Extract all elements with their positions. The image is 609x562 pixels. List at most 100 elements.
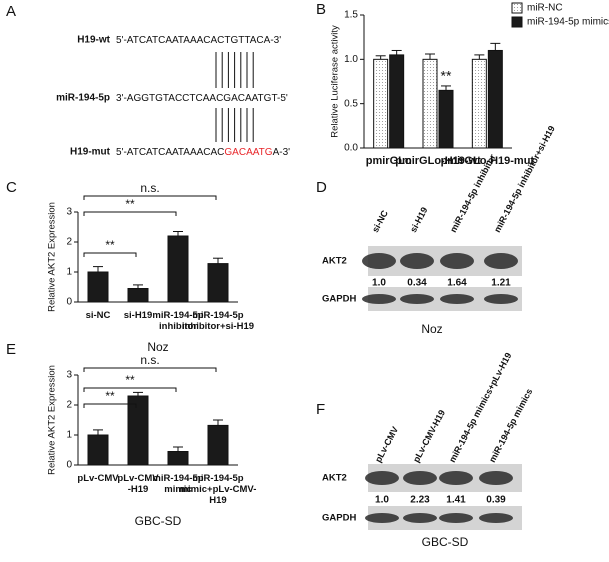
legend-label: miR-NC xyxy=(527,3,563,14)
bar xyxy=(438,89,454,149)
x-tick-line: -H19 xyxy=(128,484,149,495)
error-bar xyxy=(490,42,501,51)
row-label: AKT2 xyxy=(322,473,347,484)
comparison-bracket xyxy=(83,403,137,408)
significance-label: ** xyxy=(125,197,135,211)
blot-caption: Noz xyxy=(421,322,442,336)
blot-band xyxy=(403,513,437,523)
sequence-segment: 5'-ATCATCAATAAACAC xyxy=(116,147,224,158)
error-bar xyxy=(213,257,223,264)
error-bar xyxy=(375,55,386,60)
blot-band xyxy=(362,253,396,269)
error-bar xyxy=(93,266,103,272)
x-tick-line: mimic+pLv-CMV- xyxy=(180,484,257,495)
x-tick-line: inhibitor+si-H19 xyxy=(182,321,254,332)
error-bar xyxy=(173,446,183,452)
blot-band xyxy=(403,471,437,485)
sequence-segment: A-3' xyxy=(273,147,291,158)
panel-label: A xyxy=(6,3,16,20)
lane-label: pLv-CMV-H19 xyxy=(411,408,447,464)
significance-label: ** xyxy=(125,373,135,387)
comparison-bracket xyxy=(83,387,177,392)
y-tick-label: 3 xyxy=(66,370,72,381)
sequence-name: miR-194-5p xyxy=(56,93,110,104)
error-bar xyxy=(391,49,402,55)
ratio-label: 0.34 xyxy=(407,278,427,289)
x-tick-line: H19 xyxy=(209,495,226,506)
lane-label: si-H19 xyxy=(408,206,430,235)
sequence-segment: GACAATG xyxy=(224,147,272,158)
row-label: AKT2 xyxy=(322,256,347,267)
error-bar xyxy=(474,54,485,60)
blot-band xyxy=(400,253,434,269)
y-tick-label: 0 xyxy=(66,297,72,308)
legend-swatch xyxy=(511,16,523,28)
ratio-label: 2.23 xyxy=(410,495,430,506)
lane-label: pLv-CMV xyxy=(373,425,400,464)
comparison-bracket xyxy=(83,195,217,200)
row-label: GAPDH xyxy=(322,513,356,524)
panel-label: B xyxy=(316,1,326,18)
ratio-label: 1.41 xyxy=(446,495,466,506)
legend-label: miR-194-5p mimics xyxy=(527,17,609,28)
lane-label: miR-194-5p mimics xyxy=(487,387,534,464)
bar xyxy=(422,58,438,149)
sequence: 5'-ATCATCAATAAACACGACAATGA-3' xyxy=(116,147,290,158)
significance-label: ** xyxy=(441,68,452,84)
y-axis-label: Relative AKT2 Expression xyxy=(47,202,58,312)
sequence-segment: 3'-AGGTGTACCTCAACGACAATGT-5' xyxy=(116,93,288,104)
x-tick-line: si-NC xyxy=(86,310,111,321)
x-tick-label: miR-194-5p inhibitor+si-H19 xyxy=(182,310,254,332)
x-tick-label: miR-194-5p inhibitor xyxy=(152,310,203,332)
bar xyxy=(207,263,229,303)
sequence-segment: 5'-ATCATCAATAAACACTGTTACA-3' xyxy=(116,35,281,46)
error-bar xyxy=(173,231,183,236)
significance-label: n.s. xyxy=(140,353,159,367)
error-bar xyxy=(133,284,143,289)
sequence: 3'-AGGTGTACCTCAACGACAATGT-5' xyxy=(116,93,288,104)
x-tick-line: inhibitor xyxy=(159,321,197,332)
x-tick-label: si-NC xyxy=(86,310,111,321)
blot-band xyxy=(400,294,434,304)
x-tick-line: miR-194-5p xyxy=(192,310,243,321)
blot-band xyxy=(439,471,473,485)
x-tick-label: pLv-CMV xyxy=(77,473,119,484)
y-axis-label: Relative AKT2 Expression xyxy=(47,365,58,475)
x-tick-label: miR-194-5p mimic xyxy=(152,473,203,495)
ratio-label: 1.21 xyxy=(491,278,511,289)
error-bar xyxy=(213,419,223,426)
error-bar xyxy=(93,429,103,435)
bar xyxy=(167,451,189,466)
sequence: 5'-ATCATCAATAAACACTGTTACA-3' xyxy=(116,35,281,46)
legend-swatch xyxy=(511,2,523,14)
chart-subtitle: Noz xyxy=(147,340,168,354)
blot-band xyxy=(484,294,518,304)
y-tick-label: 0.0 xyxy=(344,143,358,154)
blot-band xyxy=(440,294,474,304)
y-tick-label: 1 xyxy=(66,430,72,441)
x-tick-label: pmirGLo xyxy=(366,155,412,167)
x-tick-line: pLv-CMV xyxy=(77,473,119,484)
x-tick-line: miR-194-5p xyxy=(152,310,203,321)
blot-band xyxy=(439,513,473,523)
error-bar xyxy=(133,391,143,396)
y-tick-label: 1.5 xyxy=(344,10,358,21)
x-tick-label: miR-194-5p mimic+pLv-CMV-H19 xyxy=(180,473,257,506)
x-tick-line: miR-194-5p xyxy=(152,473,203,484)
bar xyxy=(487,49,503,149)
bar xyxy=(471,58,487,149)
chart-subtitle: GBC-SD xyxy=(135,514,182,528)
y-tick-label: 3 xyxy=(66,207,72,218)
panel-label: D xyxy=(316,179,327,196)
comparison-bracket xyxy=(83,211,177,216)
bar xyxy=(167,235,189,303)
bar xyxy=(373,58,389,149)
bar xyxy=(127,288,149,303)
bar xyxy=(389,54,405,149)
comparison-bracket xyxy=(83,367,217,372)
blot-band xyxy=(484,253,518,269)
y-tick-label: 1.0 xyxy=(344,54,358,65)
ratio-label: 1.0 xyxy=(375,495,389,506)
significance-label: ** xyxy=(105,238,115,252)
